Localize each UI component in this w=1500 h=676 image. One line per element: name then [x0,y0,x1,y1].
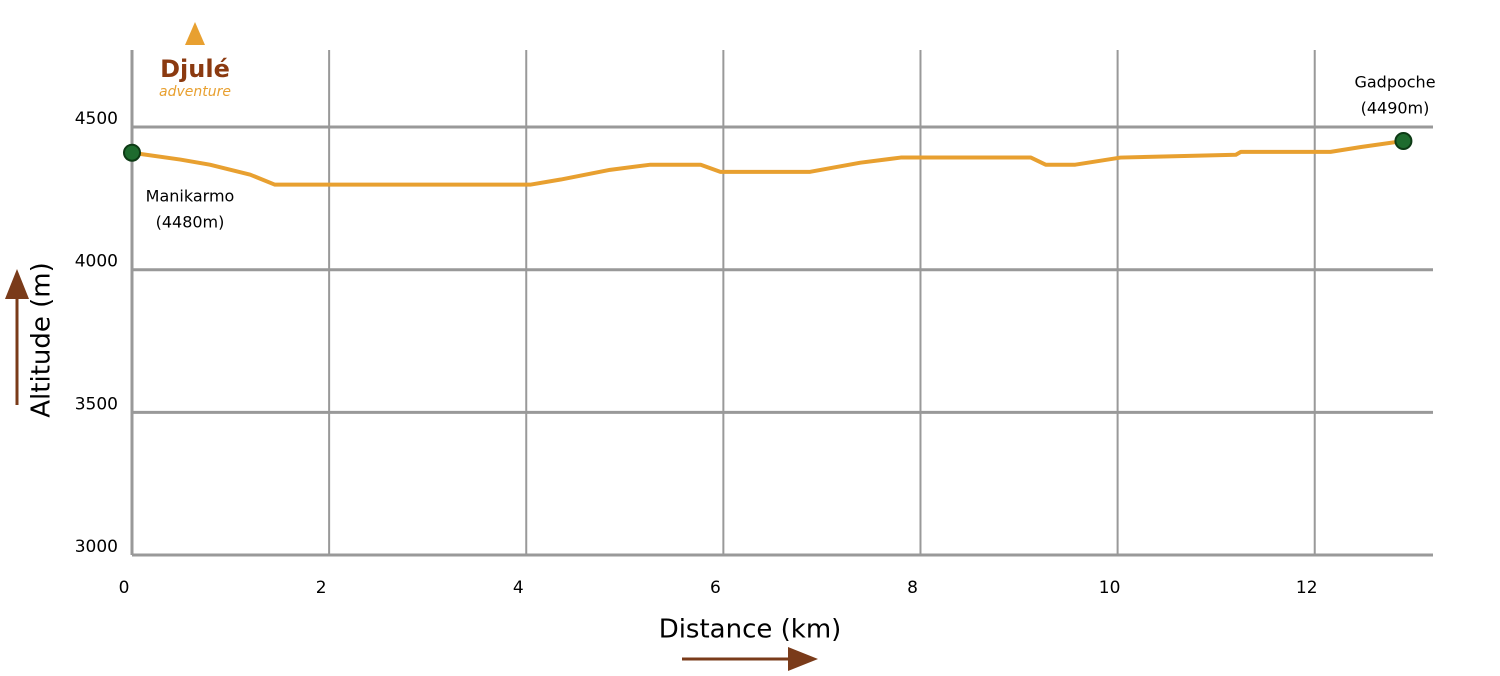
y-tick-label: 4000 [75,252,118,272]
point-label: (4480m) [156,213,225,232]
x-tick-label: 0 [119,578,130,598]
x-axis-title: Distance (km) [659,615,842,645]
y-axis-title: Altitude (m) [27,262,57,417]
brand-tagline: adventure [159,84,231,100]
altitude-line [131,139,1404,187]
x-tick-label: 8 [907,578,918,598]
y-tick-label: 3500 [75,394,118,414]
x-tick-label: 6 [710,578,721,598]
x-tick-label: 4 [513,578,524,598]
x-tick-label: 10 [1099,578,1121,598]
point-label: (4490m) [1361,99,1430,118]
endpoint-marker [1394,132,1413,151]
point-label: Manikarmo [146,187,235,206]
point-label: Gadpoche [1354,73,1435,92]
y-tick-label: 4500 [75,109,118,129]
brand-logo [185,22,205,45]
brand-name: Djulé [160,55,230,83]
x-tick-label: 12 [1296,578,1318,598]
x-tick-label: 2 [316,578,327,598]
y-tick-label: 3000 [75,537,118,557]
endpoint-marker [123,143,141,162]
